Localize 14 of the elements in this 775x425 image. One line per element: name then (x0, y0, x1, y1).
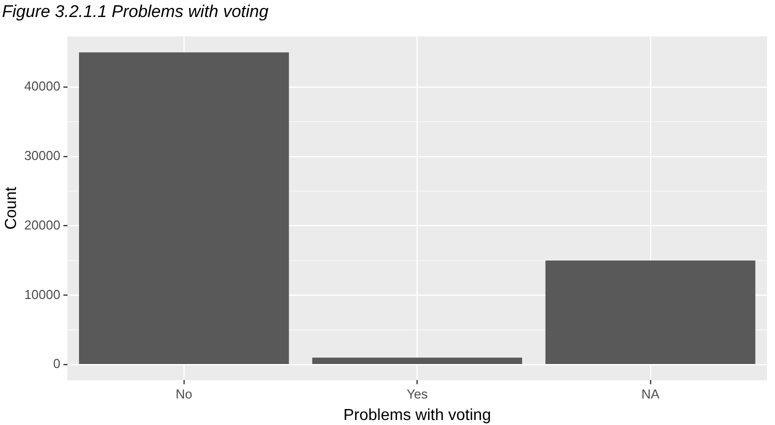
chart-title: Figure 3.2.1.1 Problems with voting (2, 2, 270, 21)
x-tick-label: Yes (406, 386, 428, 402)
x-axis-title: Problems with voting (343, 406, 491, 424)
x-tick-label: No (176, 386, 192, 402)
bar (545, 260, 756, 364)
bar (312, 358, 522, 364)
y-tick-label: 20000 (24, 217, 60, 232)
bar (79, 52, 289, 364)
x-tick-label: NA (641, 386, 660, 402)
y-tick-label: 40000 (24, 78, 60, 94)
y-axis-title: Count (3, 186, 20, 230)
y-tick-label: 30000 (24, 148, 60, 164)
y-tick-label: 10000 (24, 286, 60, 302)
y-tick-label: 0 (53, 356, 60, 372)
